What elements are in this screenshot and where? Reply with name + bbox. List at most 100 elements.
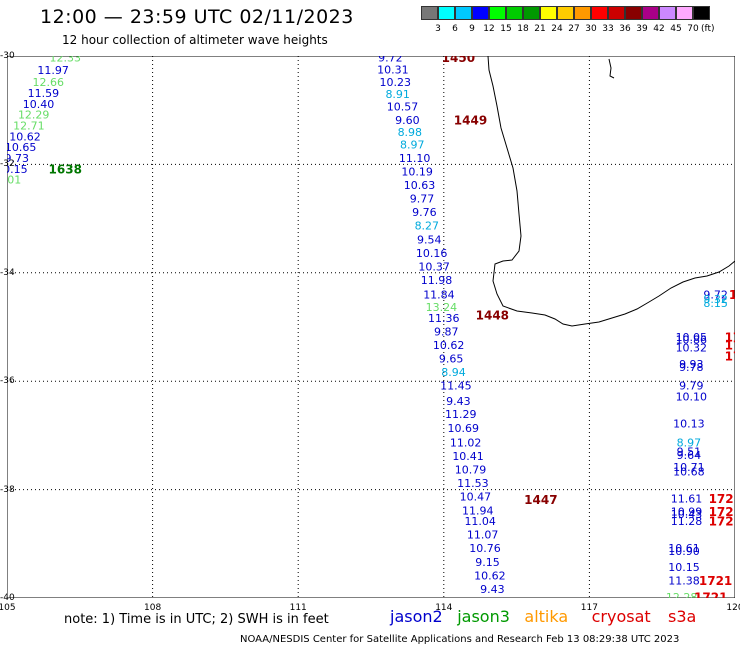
wave-height-value: 11.29 [445, 408, 477, 421]
color-scale-label: 30 [585, 24, 597, 34]
coastline [487, 56, 735, 327]
wave-height-value: 10.62 [474, 569, 506, 582]
wave-height-value: 10.68 [673, 465, 705, 478]
color-scale-label: 3 [435, 24, 441, 34]
pass-time-label: 1 [729, 288, 735, 302]
color-scale-label: 15 [500, 24, 512, 34]
color-scale-label: 24 [551, 24, 563, 34]
color-swatch [438, 6, 455, 20]
longitude-tick: 108 [144, 603, 162, 613]
wave-height-value: 11.59 [28, 87, 60, 100]
wave-height-value: 10.23 [380, 76, 412, 89]
wave-height-value: 11.53 [457, 477, 489, 490]
wave-height-value: 8.97 [677, 437, 702, 450]
wave-height-value: 10.79 [455, 464, 487, 477]
wave-height-value: 10.61 [668, 542, 700, 555]
wave-height-value: 10.71 [673, 461, 705, 474]
color-swatch [574, 6, 591, 20]
legend-jason3: jason3 [457, 607, 510, 626]
longitude-tick: 111 [289, 603, 307, 613]
wave-height-value: 10.76 [469, 542, 501, 555]
wave-height-value: 10.31 [377, 64, 409, 77]
wave-height-value: 12.29 [18, 109, 50, 122]
wave-height-value: 12.02 [479, 596, 511, 598]
wave-height-value: 10.37 [418, 260, 450, 273]
color-scale-label: 39 [636, 24, 648, 34]
latitude-tick: -38 [0, 484, 15, 495]
latitude-tick: -32 [0, 159, 15, 170]
map-grid [7, 56, 735, 598]
wave-height-value: 10.13 [673, 418, 705, 431]
wave-height-value: 10.99 [671, 505, 703, 518]
wave-height-value: 11.98 [421, 274, 453, 287]
latitude-tick: -34 [0, 267, 15, 278]
wave-height-value: 10.15 [7, 163, 28, 176]
wave-height-value: 13.01 [7, 174, 21, 187]
longitude-tick: 117 [580, 603, 598, 613]
wave-height-value: 10.05 [676, 331, 708, 344]
wave-height-value: 10.43 [671, 508, 703, 521]
pass-labels: 1450144916381448144717211721172117211721… [49, 56, 735, 598]
map-subtitle: 12 hour collection of altimeter wave hei… [62, 33, 328, 47]
wave-height-value: 9.79 [679, 380, 704, 393]
pass-time-label: 1721 [694, 591, 727, 599]
pass-time-label: 1448 [476, 309, 509, 323]
latitude-tick: -40 [0, 593, 15, 603]
wave-height-value: 10.40 [23, 98, 55, 111]
legend-jason2: jason2 [390, 607, 443, 626]
color-swatch [676, 6, 693, 20]
footnote: note: 1) Time is in UTC; 2) SWH is in fe… [64, 612, 329, 627]
color-swatch [642, 6, 659, 20]
color-scale-label: 45 [670, 24, 682, 34]
longitude-tick: 105 [0, 603, 16, 613]
map-title: 12:00 — 23:59 UTC 02/11/2023 [40, 6, 354, 28]
wave-height-value: 11.28 [671, 515, 703, 528]
wave-height-value: 11.45 [440, 380, 472, 393]
wave-height-value: 10.15 [668, 561, 700, 574]
wave-height-value: 10.41 [452, 450, 484, 463]
legend-s3a: s3a [668, 607, 697, 626]
wave-height-value: 11.94 [462, 504, 494, 517]
legend-cryosat: cryosat [591, 607, 651, 626]
wave-height-value: 10.16 [416, 247, 448, 260]
wave-height-value: 8.27 [415, 220, 440, 233]
color-scale-label: 36 [619, 24, 631, 34]
wave-height-value: 11.38 [668, 575, 700, 588]
legend-altika: altika [524, 607, 569, 626]
color-scale-label: 18 [517, 24, 529, 34]
wave-height-value: 12.66 [33, 76, 65, 89]
color-swatch [591, 6, 608, 20]
wave-height-observations: 12.3311.9712.6611.5910.4012.2912.7110.62… [7, 56, 728, 598]
color-swatch [557, 6, 574, 20]
wave-height-value: 11.61 [671, 492, 703, 505]
credit-line: NOAA/NESDIS Center for Satellite Applica… [240, 634, 680, 645]
wave-height-value: 8.97 [400, 138, 425, 151]
wave-height-value: 11.36 [428, 312, 460, 325]
pass-time-label: 1449 [454, 114, 487, 128]
color-swatch [523, 6, 540, 20]
wave-height-value: 9.54 [417, 233, 442, 246]
wave-height-value: 9.43 [480, 583, 505, 596]
color-swatch [421, 6, 438, 20]
wave-height-map: 12.3311.9712.6611.5910.4012.2912.7110.62… [7, 56, 735, 598]
wave-height-value: 11.02 [450, 437, 482, 450]
pass-time-label: 1721 [709, 515, 735, 529]
wave-height-value: 9.51 [677, 446, 702, 459]
latitude-tick: -36 [0, 376, 15, 387]
wave-height-value: 10.65 [7, 141, 36, 154]
wave-height-value: 9.87 [434, 325, 459, 338]
wave-height-value: 9.43 [446, 395, 471, 408]
color-scale-label: 27 [568, 24, 580, 34]
color-scale-label: 12 [483, 24, 495, 34]
pass-time-label: 1447 [524, 493, 557, 507]
pass-time-label: 1450 [442, 56, 475, 65]
wave-height-value: 12.28 [666, 591, 698, 598]
color-swatch [625, 6, 642, 20]
wave-height-value: 13.24 [426, 301, 458, 314]
pass-time-label: 17 [725, 338, 735, 352]
wave-height-value: 9.65 [439, 353, 464, 366]
color-swatch [540, 6, 557, 20]
color-scale-label: 33 [602, 24, 614, 34]
pass-time-label: 17 [725, 349, 735, 363]
wave-height-value: 8.91 [385, 88, 410, 101]
